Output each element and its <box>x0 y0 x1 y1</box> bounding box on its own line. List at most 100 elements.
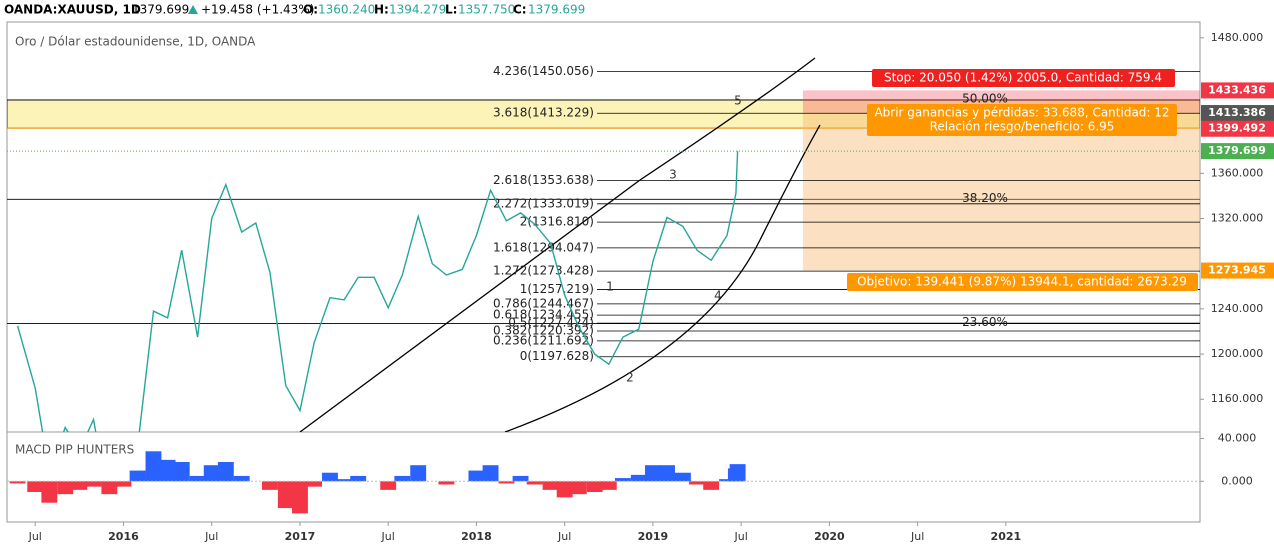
chart-title: Oro / Dólar estadounidense, 1D, OANDA <box>15 35 256 49</box>
high-label: H: <box>374 3 389 17</box>
price-tag-label: 1413.386 <box>1208 106 1266 119</box>
fib-label: 2(1316.810) <box>520 215 594 229</box>
target-note: Objetivo: 139.441 (9.87%) 13944.1, canti… <box>857 275 1187 289</box>
x-tick-label: 2017 <box>285 530 316 543</box>
fib-label: 3.618(1413.229) <box>493 106 594 120</box>
price-tag <box>1201 143 1274 160</box>
wave-label: 4 <box>714 289 722 303</box>
macd-bar <box>189 475 206 482</box>
macd-bar <box>336 479 353 482</box>
wave-label: 2 <box>626 371 634 385</box>
price-tag-label: 1399.492 <box>1208 122 1266 135</box>
macd-bar <box>512 475 529 482</box>
open-label: O: <box>303 3 318 17</box>
macd-bar <box>262 481 278 490</box>
macd-bar <box>57 481 74 495</box>
retracement-label: 23.60% <box>962 315 1008 329</box>
fib-label: 1.618(1294.047) <box>493 240 594 254</box>
y-tick-label: 1320.000 <box>1211 212 1264 225</box>
macd-bar <box>703 481 720 490</box>
low-label: L: <box>445 3 457 17</box>
price-tag <box>1201 262 1274 279</box>
macd-bar <box>394 475 411 482</box>
fib-label: 0.786(1244.467) <box>493 296 594 310</box>
fib-label: 4.236(1450.056) <box>493 64 594 78</box>
open: 1360.240 <box>318 3 375 17</box>
x-tick-label: 2021 <box>991 530 1022 543</box>
close-label: C: <box>513 3 527 17</box>
macd-bar <box>292 481 308 514</box>
last: 1379.699 <box>132 3 189 17</box>
macd-bar <box>674 472 691 482</box>
macd-bar <box>600 481 617 490</box>
symbol: OANDA:XAUUSD, 1D <box>4 3 141 17</box>
macd-bar <box>556 481 573 498</box>
price-tag-label: 1379.699 <box>1208 144 1266 157</box>
fib-label: 0.5(1227.424) <box>508 316 594 330</box>
ratio-note: Relación riesgo/beneficio: 6.95 <box>930 120 1115 134</box>
macd-bar <box>27 481 44 492</box>
fib-label: 1.272(1273.428) <box>493 264 594 278</box>
x-tick-label: Jul <box>204 530 218 543</box>
macd-bar <box>438 481 455 485</box>
x-tick-label: 2018 <box>461 530 492 543</box>
close: 1379.699 <box>528 3 585 17</box>
macd-bar <box>233 475 250 482</box>
macd-bar <box>498 481 515 484</box>
price-line <box>16 151 739 432</box>
macd-bar <box>101 481 118 495</box>
overlay: 1160.0001200.0001240.0001320.0001360.000… <box>28 31 1274 543</box>
macd-bar <box>322 472 338 482</box>
header: OANDA:XAUUSD, 1D 1379.699 +19.458 (+1.43… <box>4 3 585 17</box>
stop-note-box <box>872 69 1175 87</box>
y-tick-label: 1240.000 <box>1211 302 1264 315</box>
pnl-note: Abrir ganancias y pérdidas: 33.688, Cant… <box>874 106 1169 120</box>
macd-bar <box>71 481 88 490</box>
high: 1394.279 <box>389 3 446 17</box>
x-tick-label: Jul <box>381 530 395 543</box>
price-pane: 4.236(1450.056) 3.618(1413.229) 2.618(1353… <box>7 57 1200 432</box>
macd-bar <box>526 481 543 485</box>
price-tag <box>1201 105 1274 122</box>
macd-bar <box>468 470 485 482</box>
x-tick-label: 2016 <box>108 530 139 543</box>
macd-title: MACD PIP HUNTERS <box>15 443 134 457</box>
macd-bar <box>644 465 661 482</box>
y-tick-label: 1160.000 <box>1211 392 1264 405</box>
macd-bar <box>9 481 26 484</box>
macd-bar <box>115 481 132 487</box>
macd-y-tick-label: 0.000 <box>1221 474 1253 487</box>
macd-pane <box>7 451 1200 514</box>
fib-label: 0.618(1234.455) <box>493 308 594 322</box>
macd-bar <box>277 481 294 509</box>
macd-bar <box>129 470 146 482</box>
macd-bar <box>614 478 631 482</box>
price-tag-label: 1273.945 <box>1208 264 1266 277</box>
price-tag <box>1201 120 1274 137</box>
retracement-label: 50.00% <box>962 91 1008 105</box>
macd-y-tick-label: 40.000 <box>1218 431 1257 444</box>
change: +19.458 (+1.43%) <box>201 3 314 17</box>
macd-bar <box>380 481 397 490</box>
fib-label: 0.382(1220.392) <box>493 324 594 338</box>
price-tag-label: 1433.436 <box>1208 83 1266 96</box>
macd-bar <box>570 481 587 495</box>
macd-bar <box>719 479 735 482</box>
stop-note: Stop: 20.050 (1.42%) 2005.0, Cantidad: 7… <box>884 71 1162 85</box>
macd-bar <box>217 462 234 482</box>
macd-bar <box>85 481 102 487</box>
macd-bar <box>659 465 675 482</box>
target-zone <box>802 113 1200 271</box>
x-tick-label: 2019 <box>638 530 669 543</box>
wave-label: 3 <box>669 168 677 182</box>
y-tick-label: 1360.000 <box>1211 166 1264 179</box>
pnl-note-box <box>867 104 1177 136</box>
macd-bar <box>729 464 746 482</box>
price-tag <box>1201 82 1274 99</box>
target-note-box <box>847 273 1198 291</box>
fib-label: 0(1197.628) <box>520 349 594 363</box>
x-tick-label: Jul <box>28 530 42 543</box>
retracement-label: 38.20% <box>962 191 1008 205</box>
macd-bar <box>159 459 176 482</box>
